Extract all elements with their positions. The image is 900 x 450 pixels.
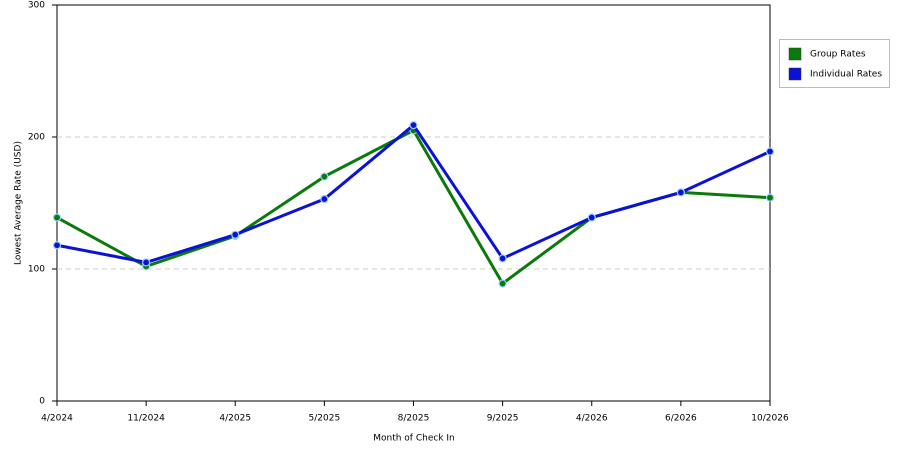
x-tick-label: 10/2026 xyxy=(751,414,789,424)
data-point xyxy=(498,254,507,263)
y-tick-label: 200 xyxy=(28,133,45,143)
series-line xyxy=(56,122,771,264)
y-tick-label: 0 xyxy=(39,397,45,407)
data-point xyxy=(409,121,418,130)
y-tick-label: 300 xyxy=(28,1,45,11)
x-tick-label: 4/2025 xyxy=(219,414,251,424)
x-tick-label: 5/2025 xyxy=(309,414,341,424)
data-point xyxy=(52,241,62,250)
legend-box xyxy=(779,39,890,88)
y-tick-label: 100 xyxy=(28,265,45,275)
x-tick-label: 4/2026 xyxy=(576,414,608,424)
data-point xyxy=(142,258,151,267)
y-axis-label: Lowest Average Rate (USD) xyxy=(14,141,24,265)
x-tick-label: 11/2024 xyxy=(127,414,165,424)
x-tick-label: 4/2024 xyxy=(41,414,73,424)
x-axis-label: Month of Check In xyxy=(373,434,455,444)
data-point xyxy=(52,213,62,222)
legend-label: Group Rates xyxy=(810,50,866,60)
x-tick-label: 8/2025 xyxy=(398,414,430,424)
series-line xyxy=(56,128,771,286)
data-point xyxy=(765,193,775,202)
data-point xyxy=(587,213,596,222)
data-point xyxy=(765,147,775,156)
data-point xyxy=(676,188,685,197)
legend-label: Individual Rates xyxy=(810,70,882,80)
x-tick-label: 9/2025 xyxy=(487,414,519,424)
data-point xyxy=(231,230,240,239)
data-point xyxy=(498,279,507,288)
data-point xyxy=(320,172,329,181)
data-point xyxy=(320,194,329,204)
x-tick-label: 6/2026 xyxy=(665,414,697,424)
legend-swatch xyxy=(788,47,802,61)
plot-frame xyxy=(56,4,771,402)
legend-swatch xyxy=(788,67,802,81)
